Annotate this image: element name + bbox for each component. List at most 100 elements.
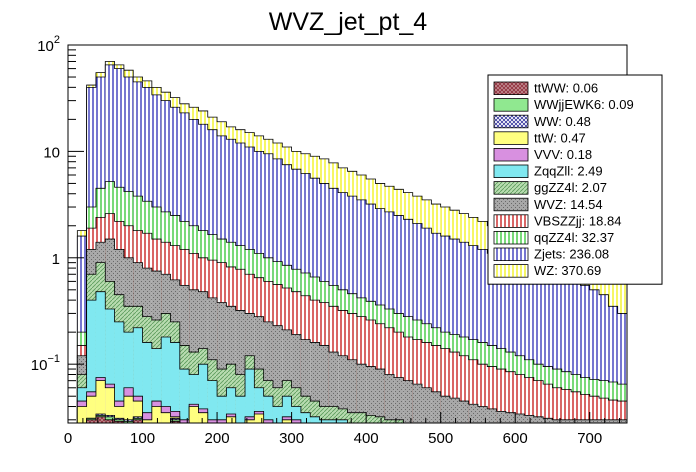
bar-ggZZ4l-bin-33 bbox=[375, 416, 385, 423]
bar-VBSZZjj-bin-38 bbox=[422, 342, 432, 423]
bar-Zjets-bin-59 bbox=[617, 313, 627, 423]
legend-label-ttW: ttW: 0.47 bbox=[534, 130, 586, 145]
bar-Zjets-bin-51 bbox=[543, 271, 553, 423]
bar-ggZZ4l-bin-32 bbox=[366, 415, 376, 423]
bar-WVZ-bin-39 bbox=[431, 391, 441, 423]
bar-ttW-bin-10 bbox=[161, 412, 171, 423]
bar-WVZ-bin-33 bbox=[375, 369, 385, 423]
x-tick-label: 400 bbox=[354, 430, 379, 447]
bar-WVZ-bin-41 bbox=[449, 398, 460, 423]
y-tick-label: 10 bbox=[43, 144, 60, 161]
bar-ttWW-bin-5 bbox=[114, 421, 124, 423]
bar-ZqqZll-bin-16 bbox=[217, 396, 227, 423]
bar-VBSZZjj-bin-49 bbox=[524, 377, 534, 423]
legend-label-WVZ: WVZ: 14.54 bbox=[534, 197, 603, 212]
bar-Zjets-bin-55 bbox=[580, 285, 590, 423]
bar-WVZ-bin-42 bbox=[459, 401, 469, 423]
bar-Zjets-bin-44 bbox=[477, 249, 488, 423]
bar-ZqqZll-bin-21 bbox=[263, 396, 273, 423]
bar-VBSZZjj-bin-40 bbox=[440, 348, 450, 423]
bar-Zjets-bin-56 bbox=[589, 289, 600, 423]
bar-VBSZZjj-bin-45 bbox=[487, 366, 497, 423]
bar-WVZ-bin-28 bbox=[328, 352, 339, 423]
bar-WVZ-bin-55 bbox=[580, 419, 590, 423]
bar-ggZZ4l-bin-35 bbox=[394, 419, 404, 423]
bar-WVZ-bin-47 bbox=[505, 412, 516, 423]
chart-title: WVZ_jet_pt_4 bbox=[269, 8, 428, 36]
bar-VVV-bin-21 bbox=[263, 419, 273, 423]
bar-WVZ-bin-44 bbox=[477, 406, 488, 423]
legend-label-ZqqZll: ZqqZll: 2.49 bbox=[534, 164, 603, 179]
bar-ZqqZll-bin-23 bbox=[282, 396, 292, 423]
bar-ttW-bin-5 bbox=[114, 406, 124, 423]
bar-WVZ-bin-40 bbox=[440, 396, 450, 423]
bar-ggZZ4l-bin-25 bbox=[300, 396, 311, 423]
bar-VBSZZjj-bin-53 bbox=[561, 389, 572, 423]
bar-WVZ-bin-37 bbox=[412, 384, 423, 423]
legend-swatch-WZ bbox=[493, 264, 529, 278]
bar-VVV-bin-12 bbox=[179, 419, 190, 423]
bar-WVZ-bin-49 bbox=[524, 415, 534, 423]
bar-VBSZZjj-bin-43 bbox=[468, 359, 478, 423]
bar-ttW-bin-6 bbox=[123, 396, 134, 423]
outline-VBSZZjj bbox=[68, 213, 627, 424]
bar-WWjjEWK6-bin-6 bbox=[123, 421, 134, 423]
bar-ZqqZll-bin-19 bbox=[245, 369, 255, 423]
legend-swatch-WVZ bbox=[493, 197, 529, 212]
bar-Zjets-bin-53 bbox=[561, 277, 572, 423]
legend-swatch-qqZZ4l bbox=[493, 230, 529, 245]
outline-qqZZ4l bbox=[68, 181, 627, 424]
bar-WVZ-bin-58 bbox=[608, 419, 618, 423]
y-tick-label: 10−1 bbox=[31, 353, 60, 374]
legend-label-ggZZ4l: ggZZ4l: 2.07 bbox=[534, 180, 607, 195]
bar-ZqqZll-bin-11 bbox=[170, 342, 180, 423]
bar-ZqqZll-bin-13 bbox=[189, 374, 199, 423]
y-tick-label: 102 bbox=[37, 34, 60, 55]
bar-VBSZZjj-bin-41 bbox=[449, 352, 460, 423]
x-tick-label: 600 bbox=[503, 430, 528, 447]
bar-ttW-bin-7 bbox=[133, 401, 143, 423]
legend-swatch-Zjets bbox=[493, 247, 529, 262]
legend-swatch-VBSZZjj bbox=[493, 214, 529, 228]
bar-WVZ-bin-35 bbox=[394, 377, 404, 423]
bar-ZqqZll-bin-7 bbox=[133, 327, 143, 423]
bar-ggZZ4l-bin-29 bbox=[338, 408, 348, 423]
bar-WVZ-bin-25 bbox=[300, 339, 311, 423]
bar-ttW-bin-17 bbox=[226, 416, 236, 423]
bar-ttWW-bin-2 bbox=[86, 419, 96, 423]
bar-ZqqZll-bin-17 bbox=[226, 387, 236, 423]
bar-VVV-bin-8 bbox=[142, 412, 152, 423]
bar-ZqqZll-bin-18 bbox=[235, 396, 246, 423]
bar-ttWW-bin-4 bbox=[105, 419, 115, 423]
bar-ttW-bin-19 bbox=[245, 419, 255, 423]
bar-VVV-bin-24 bbox=[291, 419, 301, 423]
bar-WVZ-bin-52 bbox=[552, 419, 562, 423]
bar-ttW-bin-3 bbox=[95, 380, 106, 423]
bar-ZqqZll-bin-26 bbox=[310, 416, 320, 423]
bar-VBSZZjj-bin-48 bbox=[515, 374, 525, 423]
series-ZqqZll bbox=[68, 291, 627, 424]
bar-Zjets-bin-41 bbox=[449, 239, 460, 423]
legend-label-WZ: WZ: 370.69 bbox=[534, 263, 601, 278]
bar-ZqqZll-bin-28 bbox=[328, 419, 339, 423]
bar-Zjets-bin-50 bbox=[533, 268, 544, 423]
y-tick-label: 1 bbox=[52, 251, 60, 268]
bar-Zjets-bin-43 bbox=[468, 245, 478, 423]
bar-ZqqZll-bin-24 bbox=[291, 406, 301, 423]
bar-Zjets-bin-1 bbox=[77, 236, 87, 423]
bar-Zjets-bin-40 bbox=[440, 236, 450, 423]
bar-WVZ-bin-57 bbox=[599, 419, 609, 423]
bar-ZqqZll-bin-15 bbox=[207, 380, 218, 423]
bar-ttW-bin-13 bbox=[189, 406, 199, 423]
legend-label-WWjjEWK6: WWjjEWK6: 0.09 bbox=[534, 97, 634, 112]
bar-VBSZZjj-bin-36 bbox=[403, 337, 413, 423]
bar-Zjets-bin-52 bbox=[552, 274, 562, 423]
bar-Zjets-bin-57 bbox=[599, 294, 609, 423]
bar-VBSZZjj-bin-52 bbox=[552, 387, 562, 423]
bar-WVZ-bin-31 bbox=[356, 364, 367, 423]
bar-WVZ-bin-43 bbox=[468, 404, 478, 423]
bar-ZqqZll-bin-10 bbox=[161, 337, 171, 423]
bar-ZqqZll-bin-22 bbox=[272, 406, 283, 423]
bar-ZqqZll-bin-8 bbox=[142, 342, 152, 423]
